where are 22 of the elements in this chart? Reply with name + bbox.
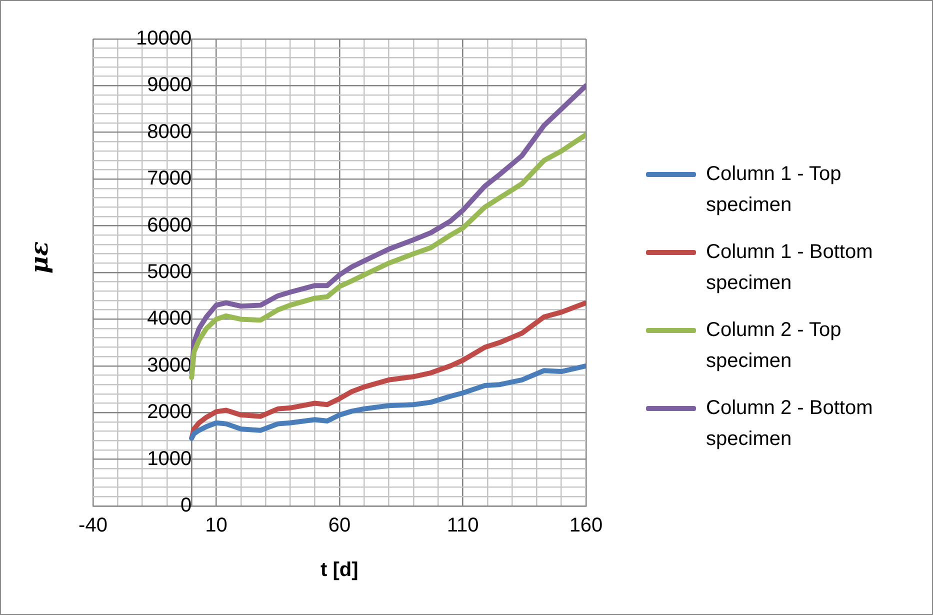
y-tick-label: 1000 (147, 448, 192, 470)
y-tick-label: 0 (180, 494, 192, 517)
x-tick-label: 60 (328, 514, 351, 537)
legend-label: Column 2 - Top specimen (706, 318, 842, 374)
y-tick-label: 4000 (147, 308, 192, 330)
y-tick-label: 9000 (147, 74, 192, 96)
y-tick-label: 5000 (147, 261, 192, 284)
y-axis-title: με (24, 241, 54, 274)
y-tick-label: 10000 (136, 28, 192, 50)
x-tick-label: -40 (78, 514, 108, 537)
legend-label: Column 1 - Bottom specimen (706, 240, 874, 296)
legend-label: Column 1 - Top specimen (706, 162, 842, 218)
legend-label: Column 2 - Bottom specimen (706, 396, 874, 452)
y-tick-label: 7000 (147, 168, 192, 190)
y-tick-label: 6000 (147, 214, 192, 236)
x-tick-label: 160 (569, 514, 603, 537)
y-tick-label: 8000 (147, 120, 192, 143)
y-tick-label: 2000 (147, 401, 192, 424)
x-tick-label: 110 (446, 514, 479, 537)
x-tick-label: 10 (205, 514, 228, 537)
y-tick-label: 3000 (147, 354, 192, 376)
x-axis-title: t [d] (320, 559, 358, 582)
